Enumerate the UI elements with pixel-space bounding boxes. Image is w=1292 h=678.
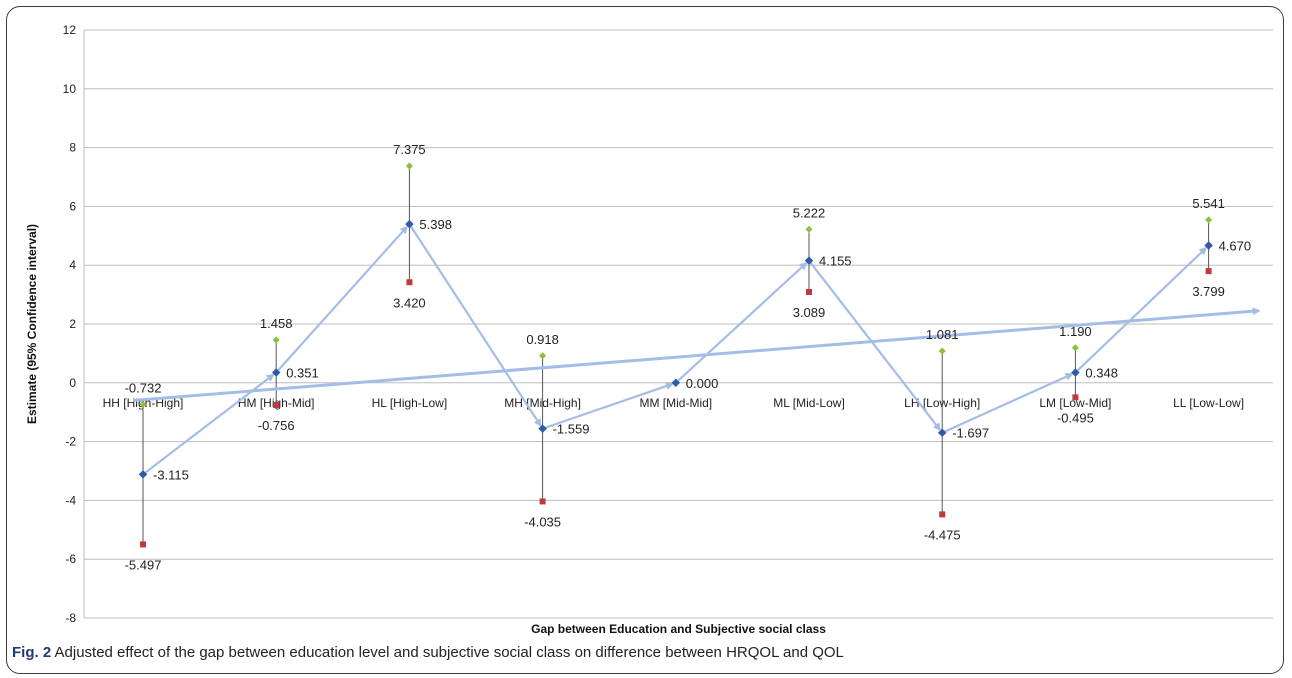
lower-ci-value-label: 3.089 xyxy=(793,305,826,320)
y-tick-label: -6 xyxy=(65,552,76,566)
figure-frame xyxy=(6,6,1284,674)
connector-arrow xyxy=(941,373,1074,434)
upper-ci-point xyxy=(805,225,813,233)
estimate-value-label: -1.559 xyxy=(553,422,590,437)
category-label-ll-low-low: LL [Low-Low] xyxy=(1173,396,1244,410)
upper-ci-point xyxy=(405,162,413,170)
y-tick-label: 6 xyxy=(69,199,76,213)
estimate-point xyxy=(405,219,414,229)
lower-ci-point xyxy=(406,279,413,286)
connector-arrow xyxy=(542,382,674,430)
y-tick-label: 4 xyxy=(69,258,76,272)
upper-ci-value-label: 5.541 xyxy=(1192,196,1225,211)
connector-arrow xyxy=(1074,246,1208,374)
upper-ci-point xyxy=(139,400,147,408)
lower-ci-point xyxy=(1072,394,1079,401)
connector-arrow xyxy=(142,373,275,476)
y-axis-label: Estimate (95% Confidence interval) xyxy=(25,224,39,424)
y-tick-label: 2 xyxy=(69,317,76,331)
lower-ci-point xyxy=(806,288,812,295)
estimate-value-label: 5.398 xyxy=(419,217,452,232)
upper-ci-value-label: -0.732 xyxy=(125,380,162,395)
lower-ci-point xyxy=(939,511,946,518)
category-label-mm-mid-mid: MM [Mid-Mid] xyxy=(639,396,712,410)
estimate-point xyxy=(538,424,547,433)
lower-ci-value-label: -4.475 xyxy=(924,527,961,542)
figure-caption: Fig. 2 Adjusted effect of the gap betwee… xyxy=(12,644,844,661)
upper-ci-point xyxy=(1071,344,1079,352)
estimate-point xyxy=(671,378,681,388)
figure-caption-text: Adjusted effect of the gap between educa… xyxy=(51,644,844,661)
lower-ci-point xyxy=(273,402,280,409)
lower-ci-value-label: -4.035 xyxy=(524,514,561,529)
connector-arrow xyxy=(675,261,808,384)
category-label-lm-low-mid: LM [Low-Mid] xyxy=(1039,396,1111,410)
lower-ci-point xyxy=(539,498,546,505)
estimate-value-label: -3.115 xyxy=(153,467,189,482)
estimate-point xyxy=(271,368,281,377)
upper-ci-value-label: 7.375 xyxy=(393,142,426,157)
upper-ci-point xyxy=(272,336,280,344)
y-tick-label: 10 xyxy=(63,82,77,96)
estimate-point xyxy=(804,256,814,265)
connector-arrow xyxy=(275,225,409,374)
upper-ci-point xyxy=(938,347,946,355)
figure-caption-label: Fig. 2 xyxy=(12,644,52,661)
category-label-ml-mid-low: ML [Mid-Low] xyxy=(773,396,845,410)
y-tick-label: 8 xyxy=(69,141,76,155)
estimate-point xyxy=(937,428,947,437)
upper-ci-value-label: 1.458 xyxy=(260,316,293,331)
y-tick-label: -8 xyxy=(65,611,76,625)
estimate-point xyxy=(138,470,148,479)
lower-ci-point xyxy=(1205,268,1212,275)
y-tick-label: 0 xyxy=(69,376,76,390)
y-tick-label: -4 xyxy=(65,493,76,507)
y-tick-label: 12 xyxy=(63,23,77,37)
estimate-value-label: 0.348 xyxy=(1085,366,1118,381)
connector-arrow xyxy=(808,259,941,432)
upper-ci-value-label: 5.222 xyxy=(793,205,826,220)
x-axis-label: Gap between Education and Subjective soc… xyxy=(531,622,826,636)
estimate-point xyxy=(1071,368,1080,377)
lower-ci-point xyxy=(140,541,146,548)
estimate-value-label: 4.670 xyxy=(1219,239,1252,254)
connector-arrow xyxy=(408,223,542,427)
upper-ci-point xyxy=(539,352,547,360)
y-tick-label: -2 xyxy=(65,435,76,449)
estimate-value-label: 0.351 xyxy=(286,365,319,380)
trend-line xyxy=(132,307,1261,402)
upper-ci-value-label: 1.190 xyxy=(1059,324,1092,339)
estimate-value-label: 4.155 xyxy=(819,254,852,269)
lower-ci-value-label: -0.495 xyxy=(1057,410,1094,425)
category-label-hl-high-low: HL [High-Low] xyxy=(372,396,448,410)
lower-ci-value-label: 3.799 xyxy=(1192,284,1225,299)
upper-ci-value-label: 1.081 xyxy=(926,327,959,342)
upper-ci-point xyxy=(1205,216,1213,224)
lower-ci-value-label: -5.497 xyxy=(125,557,162,572)
estimate-value-label: 0.000 xyxy=(686,376,719,391)
lower-ci-value-label: 3.420 xyxy=(393,295,426,310)
estimate-value-label: -1.697 xyxy=(952,426,989,441)
lower-ci-value-label: -0.756 xyxy=(258,418,295,433)
upper-ci-value-label: 0.918 xyxy=(526,332,559,347)
